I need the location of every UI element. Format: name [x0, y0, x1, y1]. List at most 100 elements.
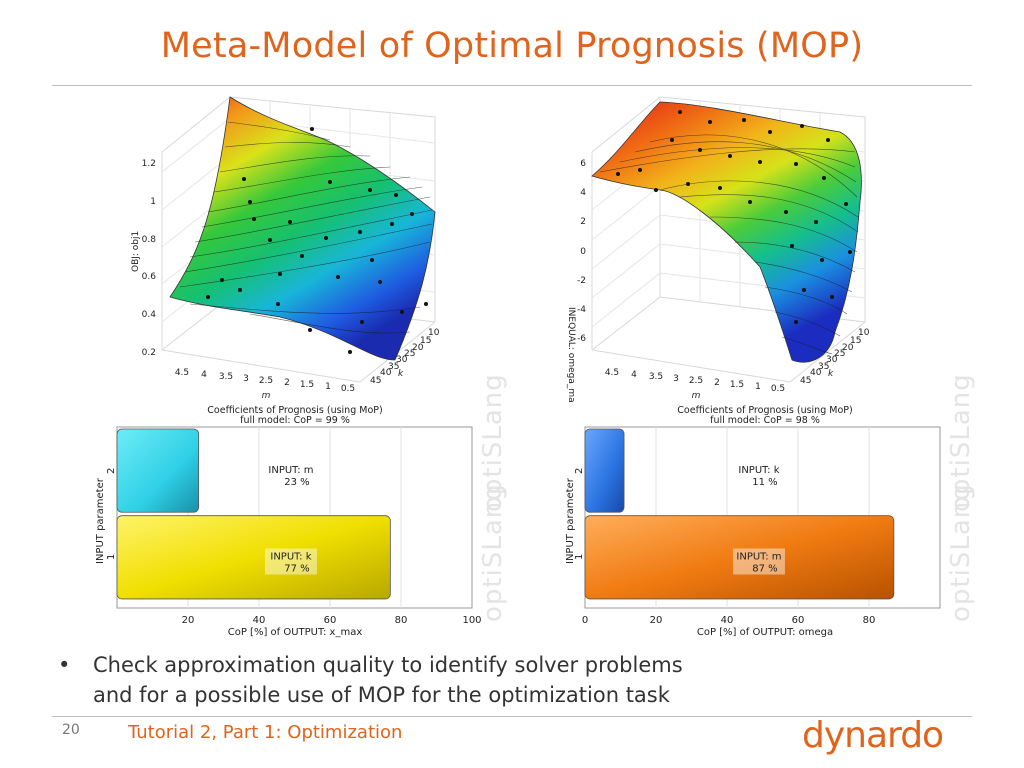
surface-plot-obj1: 0.2 0.4 0.6 0.8 1 1.2 OBJ: obj1 4.5 4 3.… — [131, 96, 440, 401]
dynardo-logo: dynardo — [802, 716, 944, 756]
bar — [584, 428, 625, 513]
y-tick: 35 — [388, 362, 399, 372]
x-tick: 2.5 — [689, 376, 703, 386]
footer-divider — [52, 716, 972, 717]
z-axis-label: INEQUAL: omega_max — [566, 307, 576, 402]
y-tick: 45 — [370, 376, 381, 386]
y-tick: 15 — [420, 336, 431, 346]
surface-plot-omega-max: -6 -4 -2 0 2 4 6 INEQUAL: omega_max 4.5 … — [566, 96, 870, 402]
slide-title: Meta-Model of Optimal Prognosis (MOP) — [160, 26, 864, 66]
x-tick: 60 — [324, 615, 337, 626]
z-tick: 0.8 — [142, 235, 157, 245]
y-tick: 40 — [380, 368, 392, 378]
x-tick: 3 — [673, 374, 679, 384]
y-tick: 2 — [574, 468, 585, 474]
footer-title: Tutorial 2, Part 1: Optimization — [128, 722, 403, 743]
z-tick: -2 — [577, 276, 586, 286]
x-tick: 4 — [631, 370, 637, 380]
bar-label-name: INPUT: k — [738, 465, 779, 476]
page-number: 20 — [62, 722, 80, 738]
x-tick: 4 — [201, 370, 207, 380]
x-tick: 4.5 — [605, 368, 619, 378]
z-axis-label: OBJ: obj1 — [131, 231, 141, 272]
bullet-list: • Check approximation quality to identif… — [58, 650, 958, 710]
y-tick: 1 — [574, 554, 585, 560]
bar-label-value: 23 % — [284, 477, 309, 488]
y-tick: 45 — [800, 376, 811, 386]
x-axis-label: m — [262, 391, 271, 401]
y-axis-label: INPUT parameter — [95, 477, 106, 564]
x-tick: 60 — [792, 615, 805, 626]
y-tick: 40 — [810, 368, 822, 378]
x-tick: 100 — [462, 615, 481, 626]
z-tick: 2 — [580, 217, 586, 227]
bar-label-value: 77 % — [284, 563, 309, 574]
y-tick: 30 — [396, 355, 408, 365]
y-tick: 20 — [842, 343, 854, 353]
bar-label-background — [264, 548, 317, 575]
x-tick: 80 — [395, 615, 408, 626]
z-tick: 6 — [580, 159, 586, 169]
x-tick: 80 — [863, 615, 876, 626]
cop-bar-chart-omega: Coefficients of Prognosis (using MoP) fu… — [565, 405, 941, 638]
x-tick: 20 — [650, 615, 663, 626]
x-tick: 40 — [253, 615, 266, 626]
bullet-line: Check approximation quality to identify … — [93, 653, 683, 677]
x-axis-label: CoP [%] of OUTPUT: x_max — [228, 627, 363, 638]
x-tick: 0.5 — [341, 384, 355, 394]
x-tick: 1.5 — [730, 380, 744, 390]
x-tick: 0 — [582, 615, 588, 626]
y-tick: 25 — [404, 349, 415, 359]
x-axis-label: CoP [%] of OUTPUT: omega — [697, 627, 833, 638]
x-tick: 3 — [243, 374, 249, 384]
y-tick: 10 — [858, 328, 870, 338]
y-tick: 25 — [834, 349, 845, 359]
bar-label-name: INPUT: k — [270, 551, 311, 562]
z-tick: 4 — [580, 188, 586, 198]
chart-subtitle: full model: CoP = 99 % — [240, 415, 350, 426]
bullet-item: • Check approximation quality to identif… — [58, 650, 958, 710]
bar — [116, 515, 391, 600]
z-tick: 1.2 — [142, 159, 156, 169]
optislang-watermark: optiSLang — [478, 373, 508, 512]
chart-subtitle: full model: CoP = 98 % — [710, 415, 820, 426]
bar-label-background — [732, 548, 785, 575]
x-tick: 0.5 — [771, 384, 785, 394]
x-tick: 40 — [721, 615, 734, 626]
chart-title: Coefficients of Prognosis (using MoP) — [677, 405, 852, 416]
x-tick: 1 — [325, 382, 331, 392]
bar-label-name: INPUT: m — [736, 551, 781, 562]
z-tick: -4 — [577, 305, 586, 315]
optislang-watermark: optiSLang — [946, 373, 976, 512]
x-tick: 3.5 — [649, 372, 663, 382]
x-tick: 4.5 — [175, 368, 189, 378]
y-tick: 15 — [850, 336, 861, 346]
bullet-dot-icon: • — [58, 653, 71, 677]
bar-label-value: 11 % — [752, 477, 777, 488]
bullet-line: and for a possible use of MOP for the op… — [93, 683, 670, 707]
y-tick: 10 — [428, 328, 440, 338]
y-tick: 20 — [412, 343, 424, 353]
z-tick: 0.2 — [142, 348, 156, 358]
x-tick: 2.5 — [259, 376, 273, 386]
title-divider — [52, 85, 972, 86]
chart-title: Coefficients of Prognosis (using MoP) — [207, 405, 382, 416]
x-tick: 1.5 — [300, 380, 314, 390]
bar-label-value: 87 % — [752, 563, 777, 574]
bar — [584, 515, 895, 600]
z-tick: -6 — [577, 334, 586, 344]
x-axis-label: m — [692, 391, 701, 401]
y-tick: 2 — [106, 468, 117, 474]
z-tick: 0.6 — [142, 272, 157, 282]
x-tick: 3.5 — [219, 372, 233, 382]
x-tick: 1 — [755, 382, 761, 392]
x-tick: 20 — [182, 615, 195, 626]
y-tick: 1 — [106, 554, 117, 560]
x-tick: 2 — [714, 378, 720, 388]
bar — [116, 428, 200, 513]
y-axis-label: k — [828, 369, 834, 379]
logo-text: dynardo — [802, 716, 943, 756]
y-tick: 35 — [818, 362, 829, 372]
y-tick: 30 — [826, 355, 838, 365]
y-axis-label: INPUT parameter — [565, 477, 576, 564]
